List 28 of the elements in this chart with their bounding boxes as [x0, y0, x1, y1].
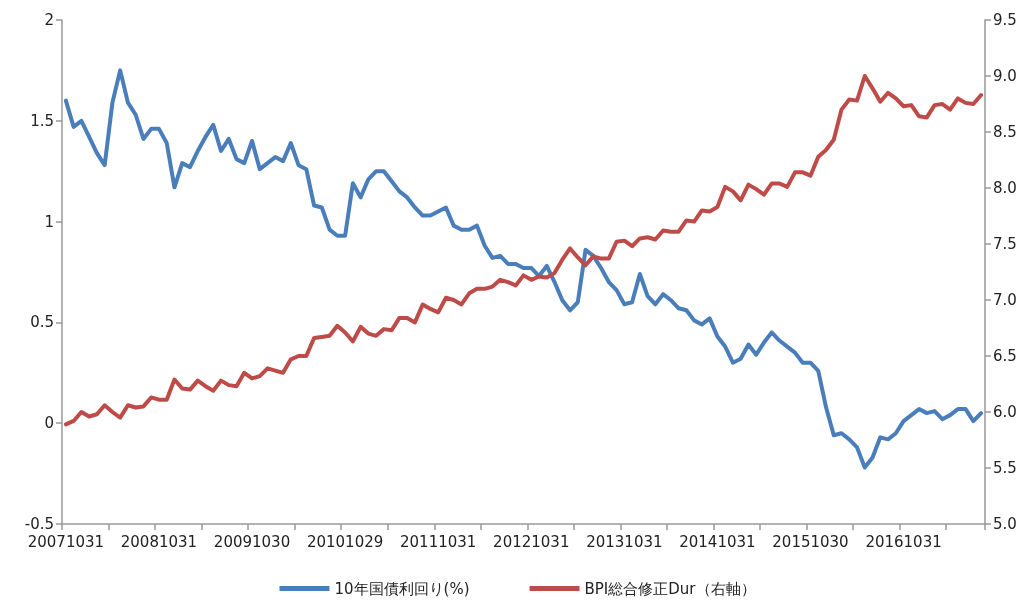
legend-label: BPI総合修正Dur（右軸） — [584, 579, 756, 598]
x-tick-label: 20081031 — [120, 532, 198, 551]
y2-tick-label: 9.5 — [993, 11, 1017, 29]
y2-tick-label: 7.5 — [993, 235, 1017, 253]
y-tick-label: 0.5 — [30, 313, 54, 332]
y2-tick-label: 9.0 — [993, 67, 1017, 85]
y-tick-label: 1.5 — [30, 111, 54, 130]
x-tick-label: 20091030 — [213, 532, 291, 551]
x-tick-label: 20151030 — [772, 532, 849, 551]
y2-tick-label: 6.0 — [993, 403, 1017, 421]
y2-tick-label: 8.0 — [993, 179, 1017, 197]
y2-tick-label: 6.5 — [993, 347, 1017, 365]
x-tick-label: 20111031 — [400, 532, 477, 551]
x-tick-label: 20131031 — [586, 532, 663, 551]
x-tick-label: 20101029 — [306, 532, 384, 551]
y2-tick-label: 7.0 — [993, 291, 1017, 309]
y2-tick-label: 5.5 — [993, 459, 1017, 477]
y-tick-label: 0 — [44, 414, 54, 433]
y-tick-label: 2 — [44, 11, 54, 29]
legend-label: 10年国債利回り(%) — [334, 579, 470, 598]
y-tick-label: -0.5 — [24, 515, 54, 533]
x-tick-label: 20121031 — [493, 532, 570, 551]
y2-tick-label: 5.0 — [993, 515, 1017, 533]
y2-tick-label: 8.5 — [993, 123, 1017, 141]
x-tick-label: 20161031 — [865, 532, 942, 551]
x-tick-label: 20071031 — [27, 532, 105, 551]
y-tick-label: 1 — [44, 212, 54, 231]
x-tick-label: 20141031 — [679, 532, 756, 551]
